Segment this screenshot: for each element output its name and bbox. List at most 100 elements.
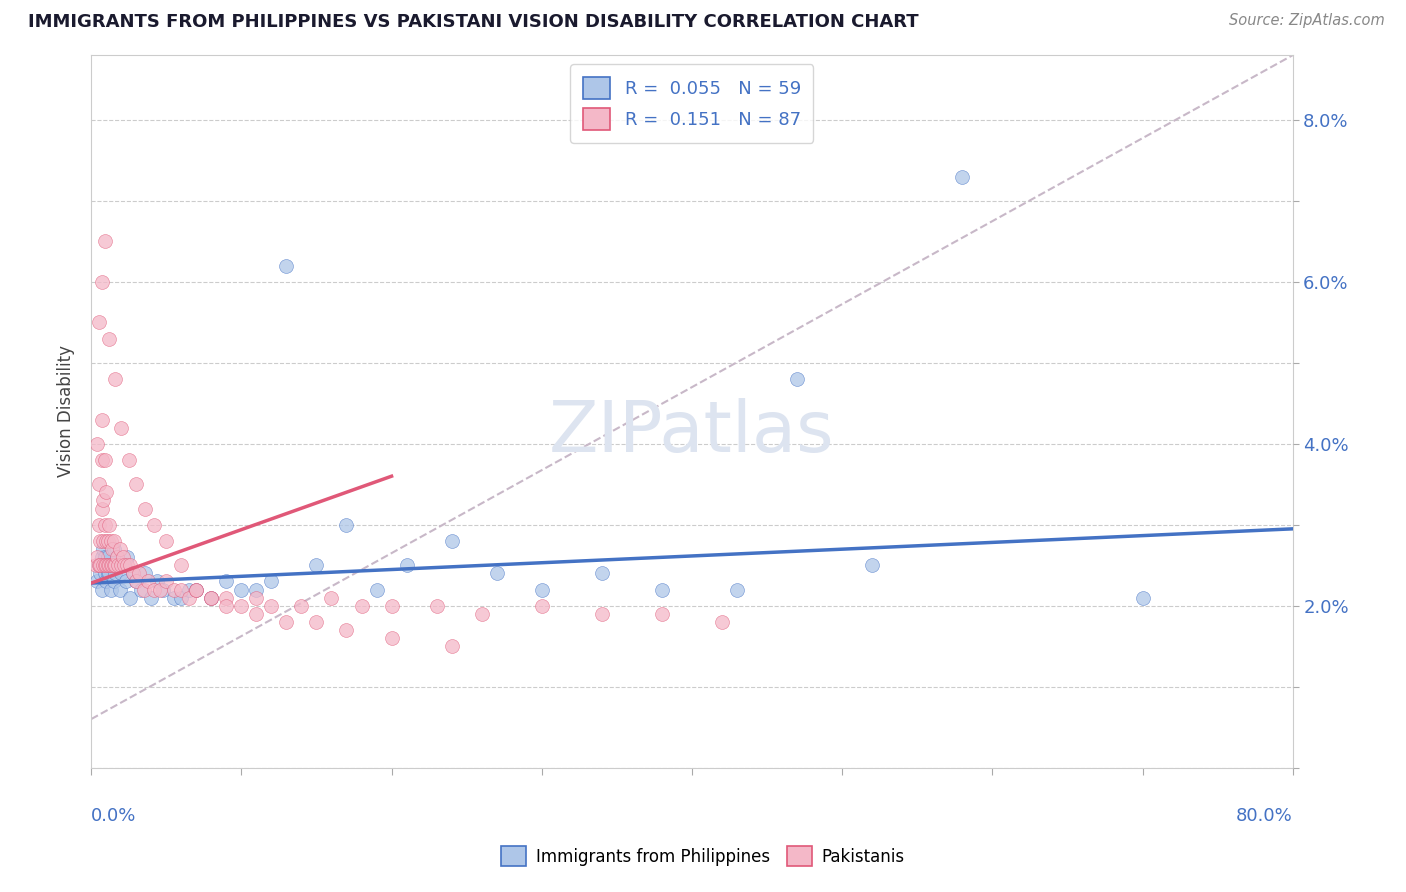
Point xyxy=(950,169,973,184)
Point xyxy=(87,558,110,573)
Point xyxy=(115,550,138,565)
Point xyxy=(440,639,463,653)
Point xyxy=(120,558,142,573)
Point xyxy=(163,582,186,597)
Point xyxy=(143,517,166,532)
Point xyxy=(98,558,121,573)
Point xyxy=(104,372,127,386)
Point xyxy=(128,566,150,581)
Point xyxy=(725,582,748,597)
Point xyxy=(97,566,120,581)
Point xyxy=(105,550,128,565)
Point xyxy=(87,315,110,329)
Point xyxy=(104,558,127,573)
Point xyxy=(86,437,108,451)
Point xyxy=(96,558,118,573)
Point xyxy=(170,591,193,605)
Point xyxy=(380,599,402,613)
Point xyxy=(200,591,222,605)
Point xyxy=(485,566,508,581)
Point xyxy=(104,566,127,581)
Point xyxy=(134,501,156,516)
Point xyxy=(98,517,121,532)
Point xyxy=(136,574,159,589)
Point xyxy=(100,582,122,597)
Point xyxy=(98,332,121,346)
Point xyxy=(471,607,494,621)
Point xyxy=(305,558,328,573)
Point xyxy=(103,558,125,573)
Point xyxy=(101,558,124,573)
Point xyxy=(215,599,238,613)
Point xyxy=(134,566,156,581)
Point xyxy=(93,453,115,467)
Point xyxy=(108,542,131,557)
Point xyxy=(245,607,267,621)
Point xyxy=(170,558,193,573)
Point xyxy=(111,550,134,565)
Point xyxy=(321,591,343,605)
Point xyxy=(591,607,613,621)
Point xyxy=(215,591,238,605)
Point xyxy=(86,574,108,589)
Point xyxy=(860,558,883,573)
Point xyxy=(110,420,132,434)
Point xyxy=(96,558,118,573)
Point xyxy=(591,566,613,581)
Point xyxy=(97,533,120,548)
Point xyxy=(260,599,283,613)
Point xyxy=(90,453,112,467)
Point xyxy=(112,558,135,573)
Point xyxy=(141,591,163,605)
Point xyxy=(112,558,135,573)
Point xyxy=(93,235,115,249)
Point xyxy=(245,582,267,597)
Point xyxy=(90,412,112,426)
Point xyxy=(103,574,125,589)
Point xyxy=(93,558,115,573)
Point xyxy=(87,517,110,532)
Point xyxy=(96,533,118,548)
Y-axis label: Vision Disability: Vision Disability xyxy=(58,345,75,477)
Point xyxy=(231,599,253,613)
Point xyxy=(186,582,208,597)
Text: 0.0%: 0.0% xyxy=(91,807,136,825)
Point xyxy=(97,550,120,565)
Point xyxy=(86,550,108,565)
Point xyxy=(177,591,200,605)
Point xyxy=(146,574,169,589)
Point xyxy=(152,582,174,597)
Point xyxy=(91,558,114,573)
Point xyxy=(93,517,115,532)
Point xyxy=(89,566,111,581)
Point xyxy=(335,517,357,532)
Point xyxy=(90,550,112,565)
Text: IMMIGRANTS FROM PHILIPPINES VS PAKISTANI VISION DISABILITY CORRELATION CHART: IMMIGRANTS FROM PHILIPPINES VS PAKISTANI… xyxy=(28,13,918,31)
Point xyxy=(335,623,357,637)
Point xyxy=(91,493,114,508)
Point xyxy=(290,599,312,613)
Point xyxy=(108,582,131,597)
Point xyxy=(1132,591,1154,605)
Point xyxy=(122,566,145,581)
Point xyxy=(530,582,553,597)
Point xyxy=(186,582,208,597)
Point xyxy=(395,558,418,573)
Point xyxy=(530,599,553,613)
Point xyxy=(96,485,118,500)
Point xyxy=(305,615,328,629)
Point xyxy=(107,558,129,573)
Point xyxy=(87,558,110,573)
Point xyxy=(132,582,155,597)
Point xyxy=(163,591,186,605)
Point xyxy=(366,582,388,597)
Point xyxy=(276,615,298,629)
Text: ZIPatlas: ZIPatlas xyxy=(550,399,835,467)
Point xyxy=(101,542,124,557)
Point xyxy=(215,574,238,589)
Point xyxy=(426,599,449,613)
Point xyxy=(87,477,110,491)
Point xyxy=(115,558,138,573)
Point xyxy=(125,574,148,589)
Point xyxy=(177,582,200,597)
